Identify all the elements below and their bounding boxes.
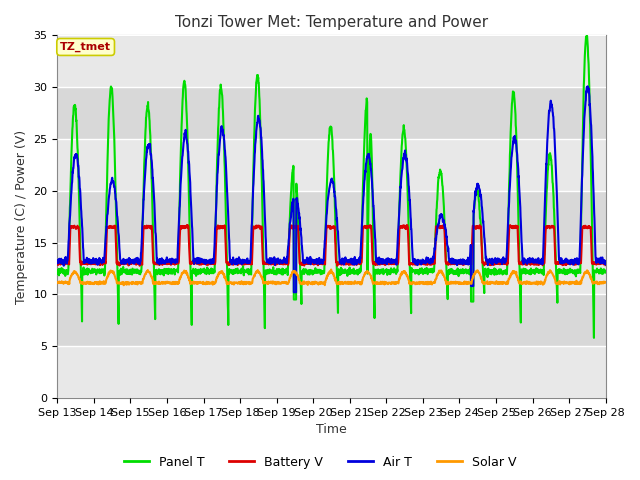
Y-axis label: Temperature (C) / Power (V): Temperature (C) / Power (V) — [15, 130, 28, 304]
Text: TZ_tmet: TZ_tmet — [60, 42, 111, 52]
Bar — [58, 242, 605, 294]
Title: Tonzi Tower Met: Temperature and Power: Tonzi Tower Met: Temperature and Power — [175, 15, 488, 30]
Bar — [58, 139, 605, 191]
Bar — [58, 294, 605, 346]
Bar — [58, 191, 605, 242]
X-axis label: Time: Time — [316, 423, 347, 436]
Bar — [58, 346, 605, 398]
Legend: Panel T, Battery V, Air T, Solar V: Panel T, Battery V, Air T, Solar V — [118, 451, 522, 474]
Bar — [58, 36, 605, 87]
Bar — [58, 87, 605, 139]
